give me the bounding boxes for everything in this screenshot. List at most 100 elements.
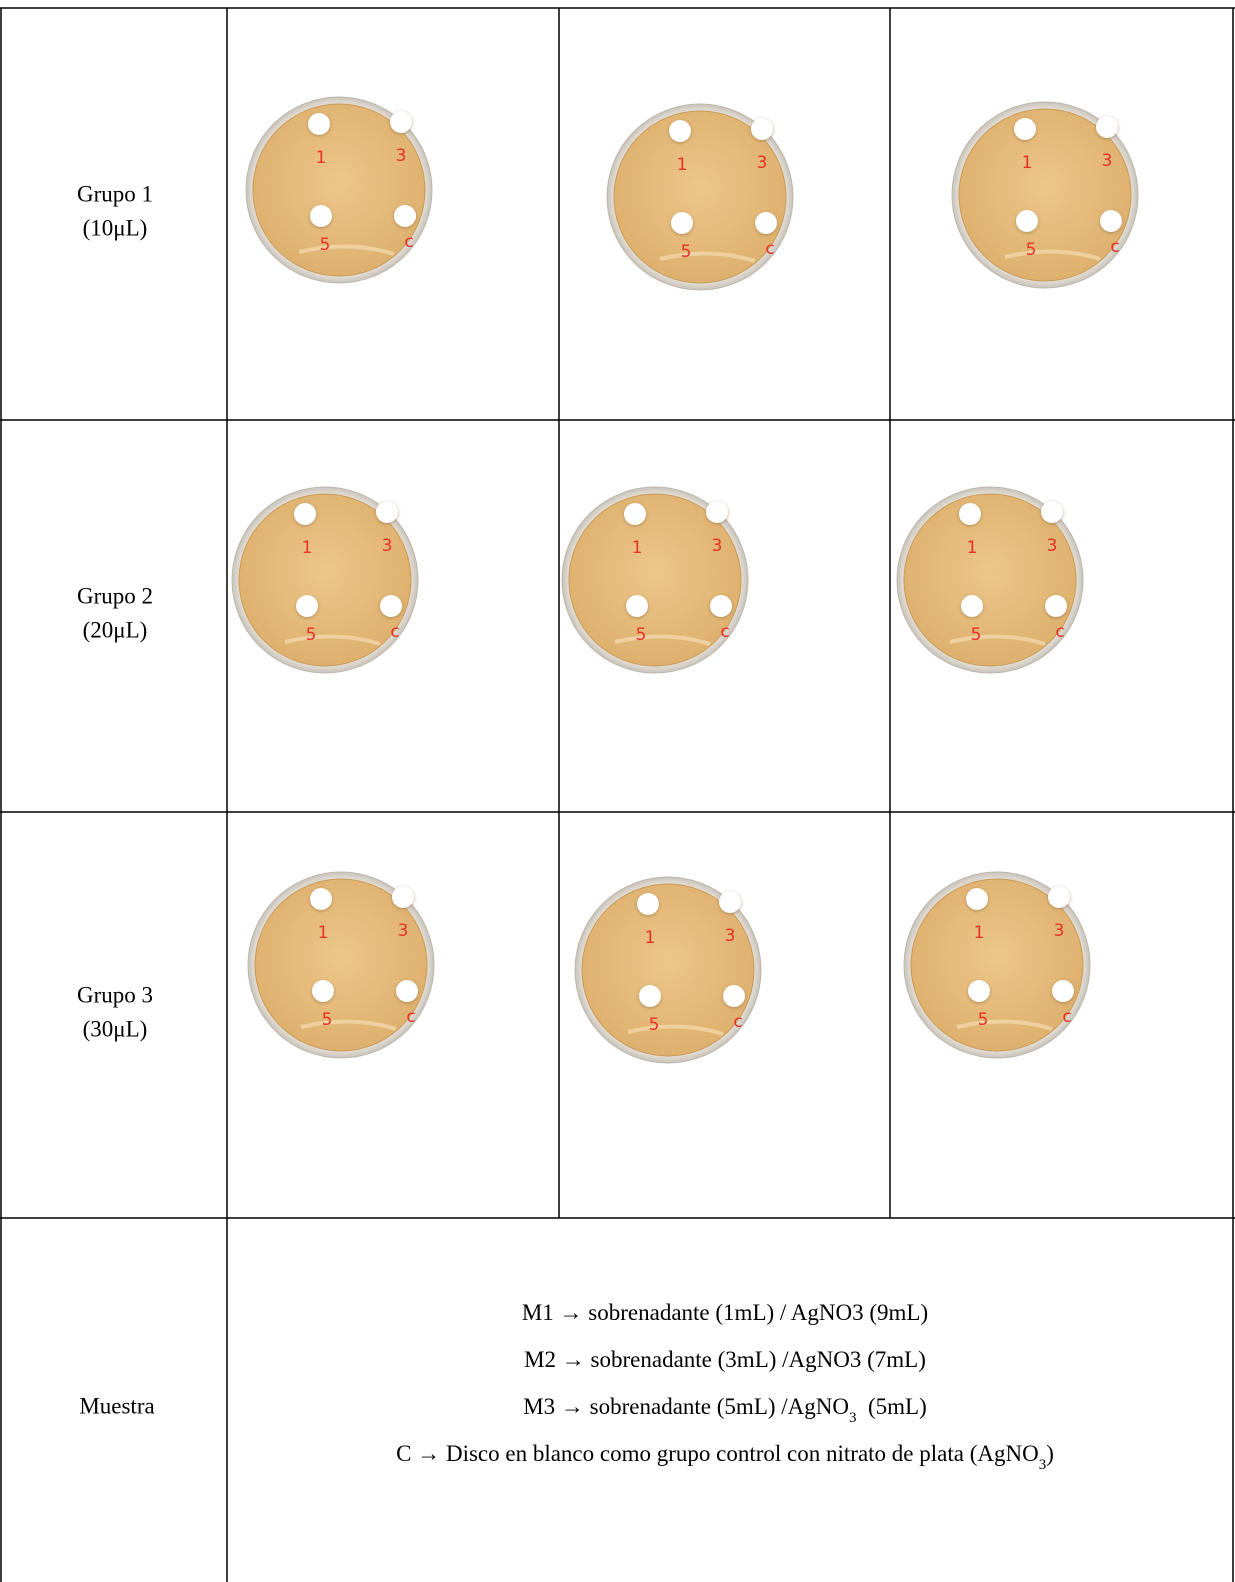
petri-dish: 1 3 5 c bbox=[896, 486, 1084, 674]
disc-label: c bbox=[765, 239, 774, 259]
disc bbox=[1014, 118, 1036, 140]
disc-label: 1 bbox=[974, 923, 985, 943]
disc-label: 5 bbox=[978, 1010, 989, 1030]
disc bbox=[380, 595, 402, 617]
disc bbox=[296, 595, 318, 617]
text-run: M1 → sobrenadante (1mL) / AgNO3 (9mL) bbox=[522, 1300, 928, 1325]
disc bbox=[751, 118, 773, 140]
subscript: 3 bbox=[1039, 1457, 1047, 1473]
disc bbox=[310, 205, 332, 227]
disc-label: 3 bbox=[1102, 151, 1113, 171]
dish-shine bbox=[284, 634, 381, 646]
disc-label: 5 bbox=[1026, 240, 1037, 260]
dish-agar bbox=[581, 883, 755, 1057]
dish-shine bbox=[627, 1024, 724, 1036]
group-label: Grupo 2 bbox=[77, 583, 153, 608]
disc bbox=[1052, 980, 1074, 1002]
text-run: M2 → sobrenadante (3mL) /AgNO3 (7mL) bbox=[524, 1347, 926, 1372]
sample-line: M2 → sobrenadante (3mL) /AgNO3 (7mL) bbox=[524, 1347, 926, 1372]
text-run: (5mL) bbox=[857, 1394, 927, 1419]
disc bbox=[719, 891, 741, 913]
disc-label: c bbox=[1062, 1007, 1071, 1027]
text-run: M3 → sobrenadante (5mL) /AgNO bbox=[523, 1394, 849, 1419]
dish-shine bbox=[949, 634, 1046, 646]
text-run: C → Disco en blanco como grupo control c… bbox=[396, 1441, 1039, 1466]
subscript: 3 bbox=[849, 1410, 857, 1426]
petri-dish: 1 3 5 c bbox=[951, 101, 1139, 289]
disc-label: 5 bbox=[681, 242, 692, 262]
disc bbox=[637, 893, 659, 915]
disc bbox=[639, 985, 661, 1007]
sample-line: M3 → sobrenadante (5mL) /AgNO3 (5mL) bbox=[523, 1394, 927, 1426]
sample-line: M1 → sobrenadante (1mL) / AgNO3 (9mL) bbox=[522, 1300, 928, 1325]
disc bbox=[1100, 210, 1122, 232]
dish-shine bbox=[1004, 249, 1101, 261]
petri-dish: 1 3 5 c bbox=[231, 486, 419, 674]
disc-label: c bbox=[404, 232, 413, 252]
disc-label: 5 bbox=[971, 625, 982, 645]
disc-label: 5 bbox=[649, 1015, 660, 1035]
disc bbox=[968, 980, 990, 1002]
disc-label: 1 bbox=[632, 538, 643, 558]
group-label: (20μL) bbox=[83, 617, 148, 642]
petri-dish: 1 3 5 c bbox=[561, 486, 749, 674]
group-label: (10μL) bbox=[83, 215, 148, 240]
disc-label: 3 bbox=[757, 153, 768, 173]
dish-agar bbox=[910, 878, 1084, 1052]
disc-label: 3 bbox=[398, 921, 409, 941]
disc-label: 3 bbox=[712, 536, 723, 556]
disc bbox=[1048, 886, 1070, 908]
table-borders bbox=[0, 7, 1235, 1582]
group-label: Grupo 1 bbox=[77, 181, 153, 206]
disc bbox=[310, 888, 332, 910]
disc bbox=[624, 503, 646, 525]
disc-label: 5 bbox=[306, 625, 317, 645]
disc-label: c bbox=[720, 622, 729, 642]
disc-label: 3 bbox=[382, 536, 393, 556]
disc bbox=[959, 503, 981, 525]
dish-agar bbox=[613, 110, 787, 284]
disc bbox=[669, 120, 691, 142]
disc-label: 1 bbox=[316, 148, 327, 168]
disc-label: c bbox=[733, 1012, 742, 1032]
dish-agar bbox=[252, 103, 426, 277]
dish-agar bbox=[958, 108, 1132, 282]
disc bbox=[961, 595, 983, 617]
disc bbox=[966, 888, 988, 910]
dish-shine bbox=[659, 251, 756, 263]
disc bbox=[392, 886, 414, 908]
group-label: (30μL) bbox=[83, 1016, 148, 1041]
disc-label: 3 bbox=[1047, 536, 1058, 556]
disc-label: 1 bbox=[302, 538, 313, 558]
disc-label: 5 bbox=[636, 625, 647, 645]
disc-label: c bbox=[1110, 237, 1119, 257]
disc bbox=[626, 595, 648, 617]
disc-label: c bbox=[1055, 622, 1064, 642]
disc-label: c bbox=[390, 622, 399, 642]
dish-shine bbox=[298, 244, 395, 256]
dish-shine bbox=[956, 1019, 1053, 1031]
petri-dish: 1 3 5 c bbox=[606, 103, 794, 291]
disc-label: 1 bbox=[967, 538, 978, 558]
dish-agar bbox=[903, 493, 1077, 667]
disc-label: 5 bbox=[322, 1010, 333, 1030]
petri-dish: 1 3 5 c bbox=[903, 871, 1091, 1059]
disc bbox=[710, 595, 732, 617]
petri-dish: 1 3 5 c bbox=[247, 871, 435, 1059]
text-run: ) bbox=[1046, 1441, 1054, 1466]
dish-agar bbox=[568, 493, 742, 667]
sample-line: C → Disco en blanco como grupo control c… bbox=[396, 1441, 1054, 1473]
disc bbox=[723, 985, 745, 1007]
disc-label: 3 bbox=[1054, 921, 1065, 941]
disc bbox=[1096, 116, 1118, 138]
disc bbox=[376, 501, 398, 523]
petri-dish: 1 3 5 c bbox=[245, 96, 433, 284]
disc-label: 3 bbox=[725, 926, 736, 946]
disc-label: 1 bbox=[1022, 153, 1033, 173]
sample-label: Muestra bbox=[79, 1393, 154, 1418]
disc-label: 1 bbox=[645, 928, 656, 948]
disc bbox=[755, 212, 777, 234]
disc-label: 3 bbox=[396, 146, 407, 166]
disc bbox=[312, 980, 334, 1002]
